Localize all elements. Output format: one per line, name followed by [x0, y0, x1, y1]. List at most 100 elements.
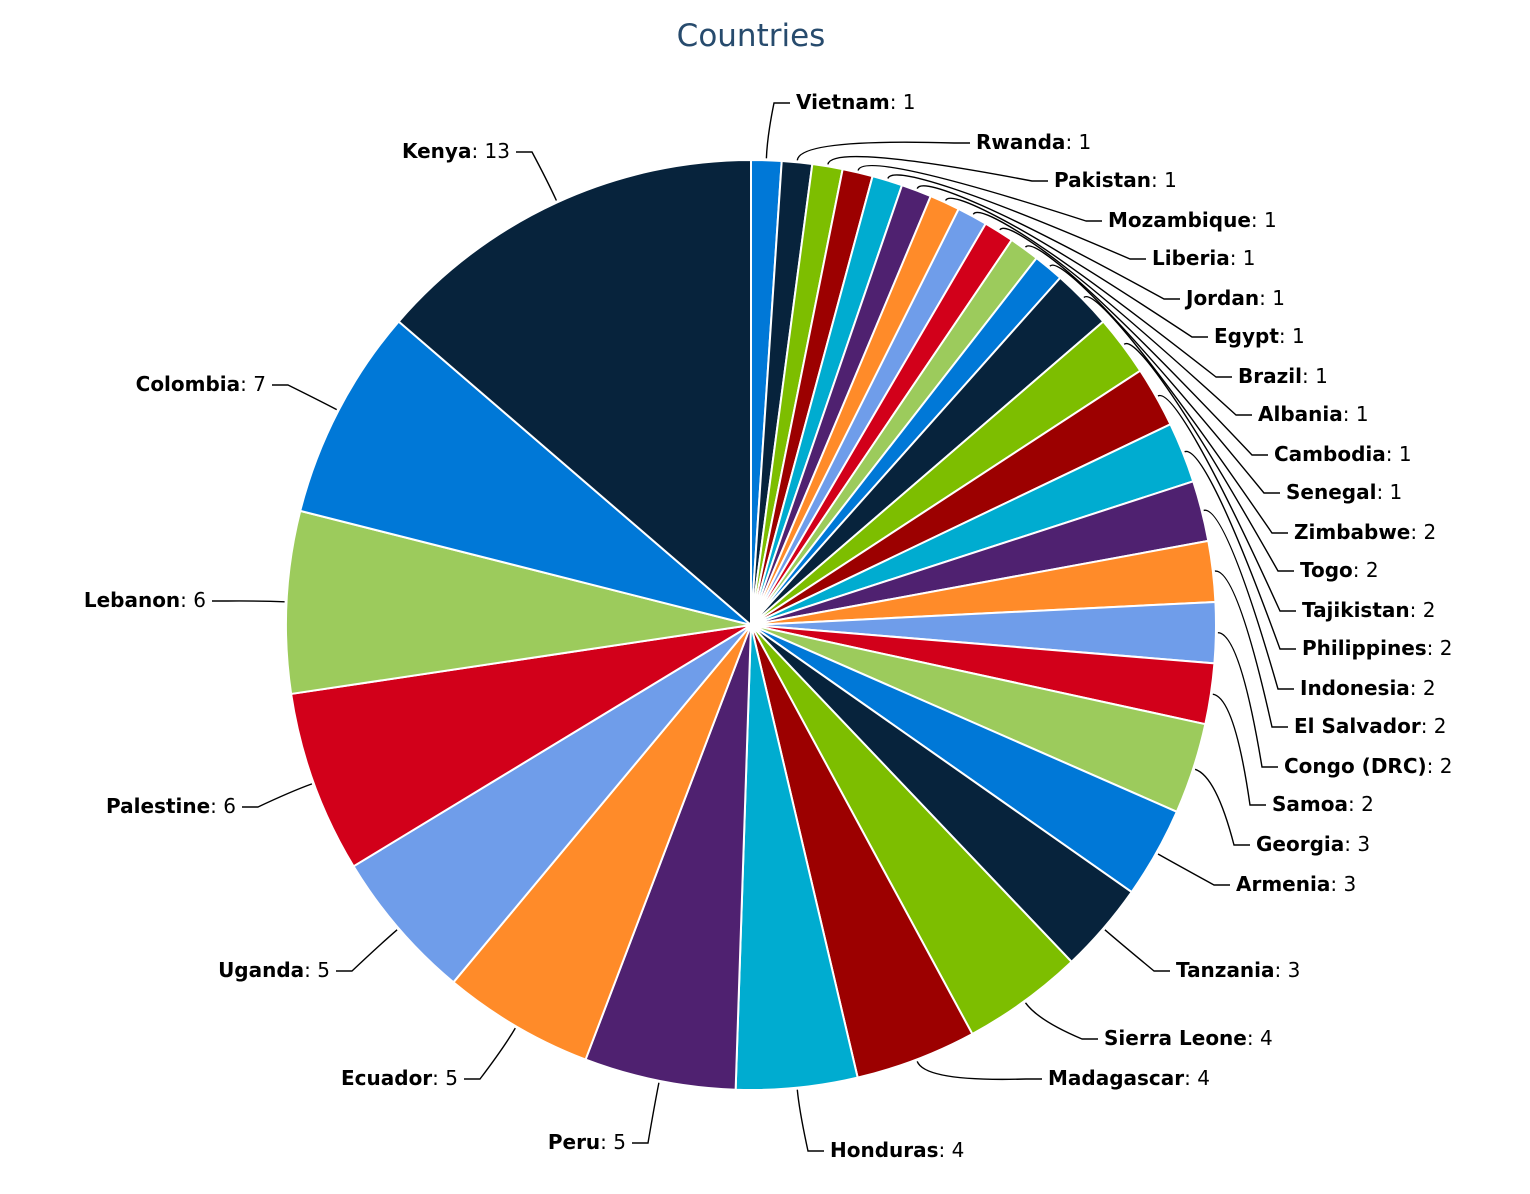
slice-label-value: : 2	[1421, 714, 1447, 738]
slice-label-value: : 1	[1259, 286, 1285, 310]
connector-madagascar	[916, 1061, 1042, 1081]
connectors-layer	[212, 102, 1296, 1152]
slice-label-ecuador: Ecuador: 5	[341, 1066, 458, 1090]
slices-layer	[285, 159, 1217, 1091]
connector-philippines	[1184, 450, 1296, 650]
connector-tanzania	[1104, 929, 1170, 972]
slice-label-senegal: Senegal: 1	[1286, 480, 1402, 504]
slice-label-brazil: Brazil: 1	[1238, 364, 1328, 388]
slice-label-name: Peru	[548, 1130, 600, 1154]
slice-label-name: Zimbabwe	[1294, 520, 1410, 544]
slice-label-value: : 3	[1330, 872, 1356, 896]
slice-label-name: Albania	[1258, 402, 1343, 426]
connector-honduras	[796, 1089, 824, 1152]
pie-slice-ecuador[interactable]	[452, 624, 752, 1061]
slice-label-name: Senegal	[1286, 480, 1376, 504]
slice-label-albania: Albania: 1	[1258, 402, 1369, 426]
slice-label-name: Liberia	[1152, 246, 1230, 270]
slice-label-value: : 2	[1427, 754, 1453, 778]
pie-slice-lebanon[interactable]	[285, 509, 752, 695]
slice-label-colombia: Colombia: 7	[136, 372, 266, 396]
connector-kenya	[516, 151, 558, 201]
slice-label-pakistan: Pakistan: 1	[1054, 168, 1177, 192]
slice-label-value: : 4	[1247, 1026, 1273, 1050]
slice-label-value: : 7	[240, 372, 266, 396]
slice-label-name: Samoa	[1272, 792, 1348, 816]
slice-label-value: : 1	[1302, 364, 1328, 388]
slice-label-value: : 5	[600, 1130, 626, 1154]
connector-jordan	[916, 185, 1180, 300]
slice-label-liberia: Liberia: 1	[1152, 246, 1256, 270]
connector-mozambique	[857, 164, 1102, 222]
connector-senegal	[1049, 264, 1280, 494]
slice-label-name: Congo (DRC)	[1284, 754, 1427, 778]
slice-label-vietnam: Vietnam: 1	[796, 90, 916, 114]
slice-label-name: Philippines	[1302, 636, 1427, 660]
slice-label-egypt: Egypt: 1	[1214, 324, 1305, 348]
slice-label-value: : 1	[1343, 402, 1369, 426]
slice-label-honduras: Honduras: 4	[830, 1138, 964, 1162]
connector-georgia	[1194, 768, 1250, 846]
connector-brazil	[972, 211, 1232, 378]
slice-label-value: : 1	[1151, 168, 1177, 192]
slice-label-value: : 5	[304, 958, 330, 982]
connector-uganda	[336, 929, 398, 972]
slice-label-name: Vietnam	[796, 90, 890, 114]
slice-label-value: : 13	[471, 139, 510, 163]
slice-label-name: Togo	[1300, 558, 1353, 582]
slice-label-name: Jordan	[1184, 286, 1259, 310]
slice-label-sierra-leone: Sierra Leone: 4	[1104, 1026, 1273, 1050]
chart-title: Countries	[676, 18, 826, 54]
connector-palestine	[242, 783, 313, 808]
connector-samoa	[1212, 693, 1266, 806]
connector-congo-drc	[1217, 632, 1278, 768]
connector-rwanda	[796, 141, 970, 161]
slice-label-lebanon: Lebanon: 6	[84, 588, 206, 612]
slice-label-value: : 2	[1348, 792, 1374, 816]
slice-label-madagascar: Madagascar: 4	[1048, 1066, 1210, 1090]
slice-label-name: Armenia	[1236, 872, 1330, 896]
slice-label-value: : 5	[432, 1066, 458, 1090]
slice-label-togo: Togo: 2	[1300, 558, 1379, 582]
slice-label-name: Tajikistan	[1302, 598, 1410, 622]
pie-slice-colombia[interactable]	[299, 320, 752, 626]
pie-slice-uganda[interactable]	[352, 624, 752, 984]
slice-label-value: : 3	[1344, 832, 1370, 856]
connector-el-salvador	[1214, 570, 1288, 728]
slice-label-value: : 2	[1410, 676, 1436, 700]
slice-label-name: Uganda	[218, 958, 304, 982]
slice-label-name: Ecuador	[341, 1066, 432, 1090]
slice-label-name: Kenya	[402, 139, 471, 163]
connector-albania	[999, 227, 1252, 416]
slice-label-value: : 1	[890, 90, 916, 114]
connector-armenia	[1157, 853, 1230, 886]
slice-label-mozambique: Mozambique: 1	[1108, 208, 1277, 232]
slice-label-samoa: Samoa: 2	[1272, 792, 1374, 816]
connector-cambodia	[1024, 245, 1268, 456]
slice-label-value: : 2	[1427, 636, 1453, 660]
slice-label-name: Georgia	[1256, 832, 1344, 856]
slice-label-georgia: Georgia: 3	[1256, 832, 1370, 856]
slice-label-name: Pakistan	[1054, 168, 1151, 192]
connector-zimbabwe	[1083, 295, 1288, 534]
pie-slice-kenya[interactable]	[397, 159, 752, 626]
pie-slice-peru[interactable]	[584, 624, 752, 1091]
connector-lebanon	[212, 600, 285, 603]
slice-label-armenia: Armenia: 3	[1236, 872, 1356, 896]
slice-label-value: : 3	[1275, 958, 1301, 982]
slice-label-name: Rwanda	[976, 130, 1065, 154]
slice-label-tajikistan: Tajikistan: 2	[1302, 598, 1435, 622]
slice-label-name: Cambodia	[1274, 442, 1386, 466]
slice-label-tanzania: Tanzania: 3	[1176, 958, 1300, 982]
connector-vietnam	[765, 102, 790, 159]
pie-slice-palestine[interactable]	[290, 624, 752, 868]
slice-label-palestine: Palestine: 6	[106, 794, 236, 818]
slice-label-value: : 4	[1184, 1066, 1210, 1090]
slice-label-jordan: Jordan: 1	[1184, 286, 1285, 310]
connector-colombia	[272, 384, 338, 411]
connector-sierra-leone	[1024, 1002, 1098, 1040]
slice-label-value: : 6	[210, 794, 236, 818]
slice-label-value: : 1	[1251, 208, 1277, 232]
slice-label-name: Brazil	[1238, 364, 1302, 388]
slice-label-value: : 2	[1410, 520, 1436, 544]
